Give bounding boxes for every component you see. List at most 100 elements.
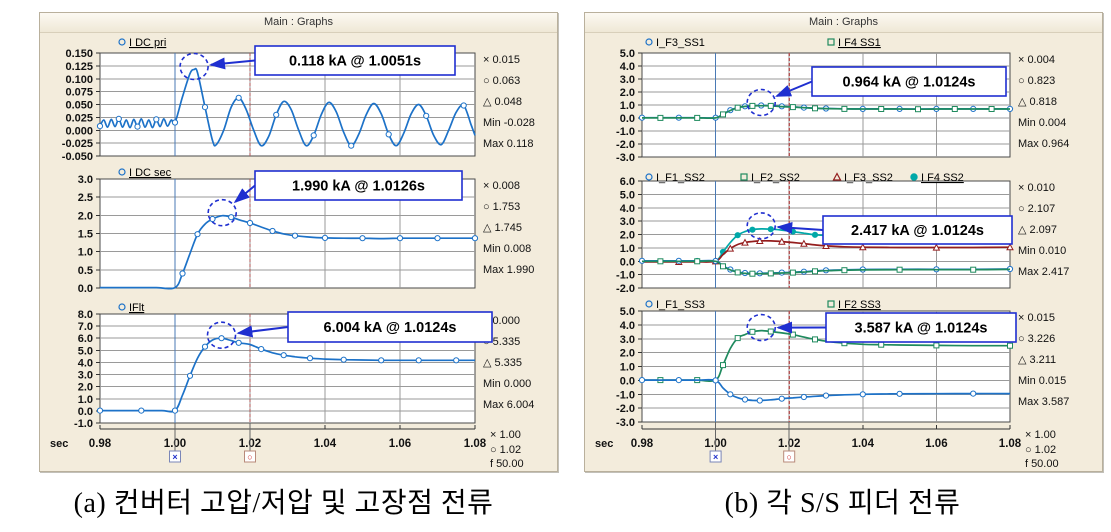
x-tick-label: 0.98 — [631, 438, 654, 450]
data-point-marker — [228, 214, 235, 221]
stat-row: × 0.008 — [483, 180, 520, 192]
legend-label[interactable]: I F2 SS3 — [838, 299, 881, 311]
legend-item-I_F3_SS2[interactable]: I_F3_SS2 — [832, 172, 893, 184]
y-tick-label: 1.0 — [78, 247, 93, 259]
y-tick-label: 2.0 — [620, 230, 635, 242]
data-point-marker — [734, 269, 741, 276]
legend-item-I_F4_SS2[interactable]: I F4 SS2 — [910, 172, 964, 184]
legend-item-I_F2_SS3[interactable]: I F2 SS3 — [827, 299, 881, 311]
stat-row: Min 0.000 — [483, 378, 531, 390]
legend-item-I_F2_SS2[interactable]: I_F2_SS2 — [740, 172, 800, 184]
cursor-o-handle[interactable]: ○ — [783, 450, 796, 463]
legend-item-IFlt[interactable]: IFlt — [118, 302, 144, 314]
legend-circle-icon — [645, 38, 653, 46]
data-point-marker — [291, 232, 299, 239]
legend-item-I_F1_SS3[interactable]: I_F1_SS3 — [645, 299, 705, 311]
cursor-x-handle[interactable]: × — [169, 450, 181, 463]
annotation-circle — [179, 52, 209, 81]
legend-item-I_F1_SS2[interactable]: I_F1_SS2 — [645, 172, 705, 184]
data-point-marker — [734, 232, 741, 239]
y-tick-label: -1.0 — [616, 126, 635, 138]
legend-label[interactable]: IFlt — [129, 302, 144, 314]
data-point-marker — [858, 243, 867, 251]
cursor-x-handle[interactable]: × — [709, 450, 722, 463]
data-point-marker — [434, 235, 441, 242]
data-point-marker — [756, 397, 763, 404]
data-point-marker — [767, 102, 774, 109]
data-point-marker — [269, 227, 276, 235]
data-point-marker — [841, 267, 848, 274]
data-point-marker — [822, 241, 830, 249]
annotation-text: 6.004 kA @ 1.0124s — [324, 320, 457, 336]
x-tick-label: 1.06 — [389, 438, 411, 450]
y-tick-label: 4.0 — [620, 203, 635, 215]
cursor-o-handle[interactable]: ○ — [244, 450, 256, 463]
stat-row: △ 3.211 — [1018, 354, 1056, 366]
y-tick-label: -1.0 — [616, 389, 635, 401]
annotation-text: 0.118 kA @ 1.0051s — [289, 54, 421, 70]
caption-a: (a) 컨버터 고압/저압 및 고장점 전류 — [73, 488, 494, 519]
data-point-marker — [423, 112, 430, 119]
stat-row: ○ 0.063 — [483, 75, 520, 87]
y-tick-label: -2.0 — [616, 403, 635, 415]
legend-label[interactable]: I_F2_SS2 — [751, 172, 800, 184]
cursor-handle-box[interactable] — [244, 450, 256, 463]
cursor-handle-glyph[interactable]: ○ — [786, 452, 791, 462]
data-point-marker — [218, 335, 225, 342]
data-point-marker — [812, 105, 818, 112]
data-point-marker — [789, 269, 796, 276]
annotation-box — [811, 66, 1007, 97]
data-point-marker — [859, 391, 866, 398]
cursor-handle-box[interactable] — [169, 450, 181, 463]
data-point-marker — [915, 106, 921, 113]
legend-item-I_F3_SS1[interactable]: I_F3_SS1 — [645, 37, 705, 49]
cursor-handle-glyph[interactable]: ○ — [247, 452, 252, 462]
y-tick-label: 0.0 — [78, 283, 93, 295]
legend-label[interactable]: I_F3_SS1 — [656, 37, 705, 49]
data-point-marker — [970, 390, 977, 397]
cursor-handle-glyph[interactable]: × — [172, 452, 177, 462]
y-tick-label: 1.0 — [620, 243, 635, 255]
data-point-marker — [812, 336, 818, 343]
legend-label[interactable]: I DC pri — [129, 37, 166, 49]
chart-2: 3.0 2.5 2.0 1.5 1.0 0.5 0.0 × 0.008 ○ 1.753 △ 1.745 M… — [78, 167, 535, 295]
y-tick-label: 4.0 — [620, 320, 635, 332]
data-point-marker — [201, 104, 209, 111]
legend-item-I_DC_sec[interactable]: I DC sec — [118, 167, 172, 179]
y-tick-label: 0.5 — [78, 265, 93, 277]
data-point-marker — [767, 270, 774, 277]
legend-square-icon — [740, 173, 748, 181]
cursor-handle-box[interactable] — [709, 450, 722, 463]
y-tick-label: 5.0 — [620, 48, 635, 60]
panel-canvas: 5.04.03.02.01.00.0-1.0-2.0-3.0× 0.004○ 0.8… — [595, 37, 1069, 470]
y-tick-label: 4.0 — [620, 61, 635, 73]
legend-label[interactable]: I F4 SS2 — [921, 172, 964, 184]
x-axis-unit: sec — [595, 438, 613, 450]
legend-label[interactable]: I_F3_SS2 — [844, 172, 893, 184]
data-point-marker — [734, 335, 741, 342]
y-tick-label: -2.0 — [616, 283, 635, 295]
x-tick-label: 1.08 — [464, 438, 487, 450]
y-tick-label: 3.0 — [620, 74, 635, 86]
legend-label[interactable]: I_F1_SS3 — [656, 299, 705, 311]
annotation-arrow — [233, 184, 256, 204]
cursor-handle-box[interactable] — [783, 450, 796, 463]
annotation-box — [287, 311, 493, 343]
legend-square-icon — [827, 38, 835, 46]
y-tick-label: 2.0 — [620, 87, 635, 99]
cursor-handle-glyph[interactable]: × — [713, 452, 718, 462]
data-point-marker — [878, 341, 885, 348]
legend-label[interactable]: I_F1_SS2 — [656, 172, 705, 184]
data-point-marker — [453, 357, 460, 364]
y-tick-label: 0.100 — [65, 74, 93, 86]
legend-item-I_F4_SS1[interactable]: I F4 SS1 — [827, 37, 881, 49]
legend-label[interactable]: I DC sec — [129, 167, 172, 179]
legend-label[interactable]: I F4 SS1 — [838, 37, 881, 49]
y-tick-label: 1.0 — [78, 394, 93, 406]
y-tick-label: 2.5 — [78, 192, 93, 204]
x-axis-unit: sec — [50, 438, 68, 450]
legend-item-I_DC_pri[interactable]: I DC pri — [118, 37, 166, 49]
data-point-marker — [988, 106, 995, 112]
annotation-text: 2.417 kA @ 1.0124s — [851, 223, 984, 239]
data-point-marker — [657, 258, 664, 265]
